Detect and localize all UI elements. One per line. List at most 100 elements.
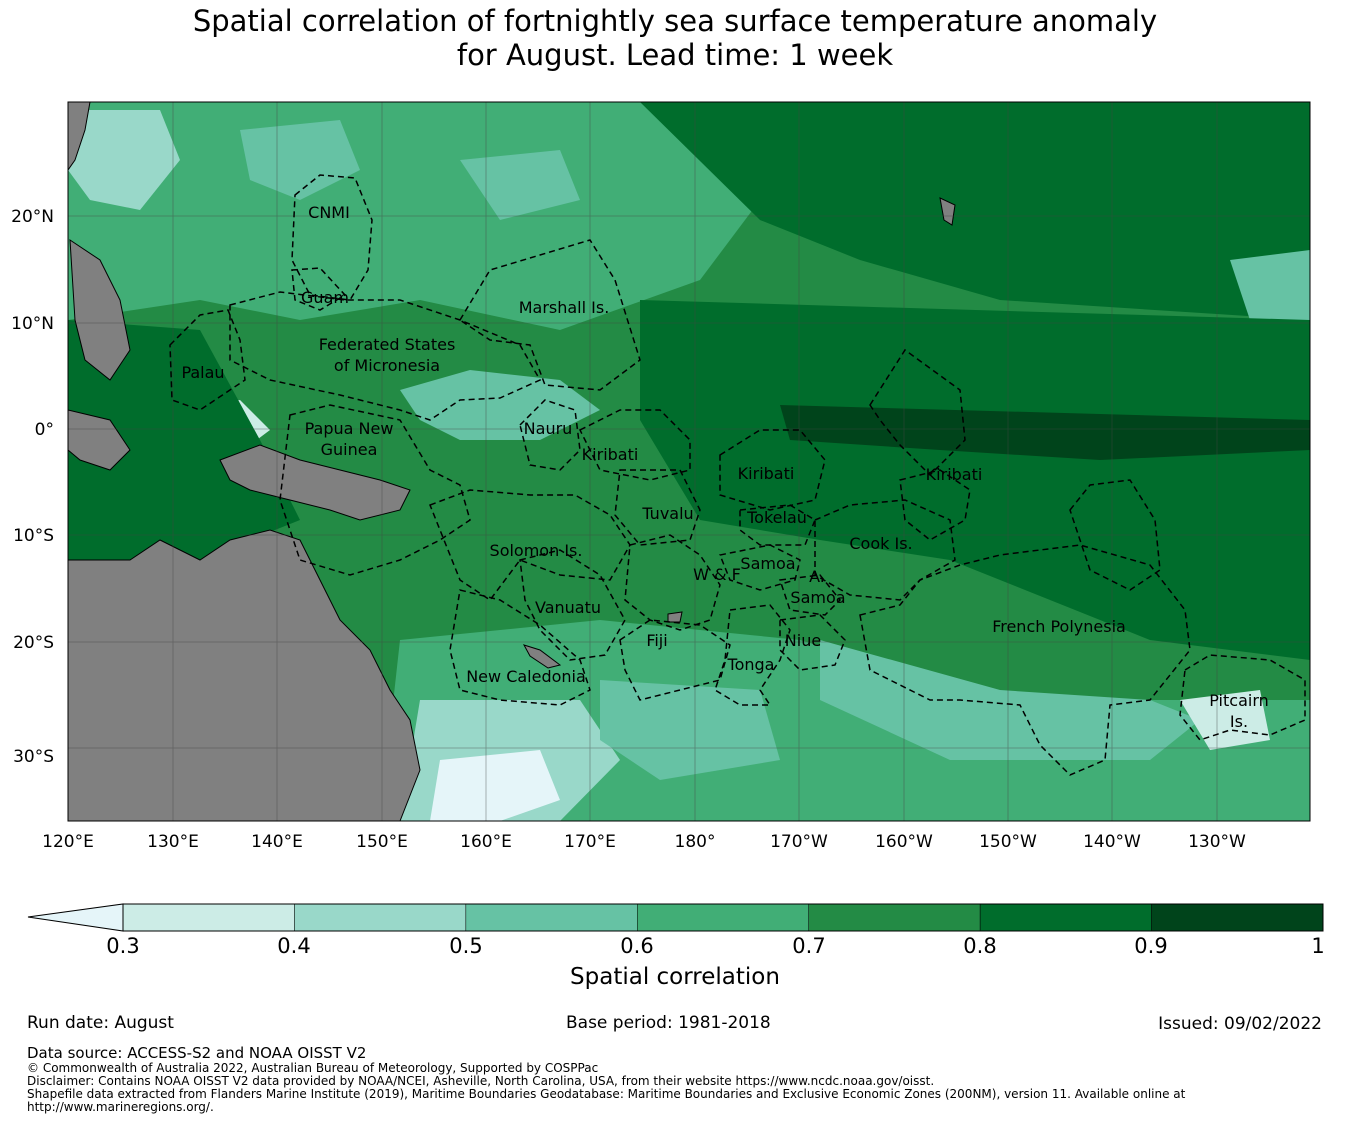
- label-american-samoa-line1: A.: [809, 567, 825, 586]
- eez-tuvalu: [614, 469, 701, 546]
- lon-label: 170°W: [770, 832, 828, 852]
- lon-label: 160°W: [875, 832, 933, 852]
- lat-label: 10°N: [11, 314, 54, 334]
- longitude-labels: 120°E 130°E 140°E 150°E 160°E 170°E 180°…: [42, 832, 1246, 852]
- label-fsm-line2: of Micronesia: [334, 356, 440, 375]
- eez-boundaries: [169, 174, 1306, 776]
- colorbar-extend-triangle: [27, 903, 124, 932]
- map-title-line2: for August. Lead time: 1 week: [456, 38, 894, 72]
- lon-label: 130°E: [147, 832, 199, 852]
- ocean-patch-pitcairn-light: [1180, 690, 1270, 750]
- disclaimer: Disclaimer: Contains NOAA OISST V2 data …: [27, 1074, 935, 1088]
- eez-png: [279, 404, 471, 576]
- label-solomon: Solomon Is.: [490, 541, 583, 560]
- label-niue: Niue: [785, 631, 821, 650]
- label-marshall: Marshall Is.: [519, 298, 610, 317]
- eez-cook: [814, 499, 956, 601]
- latitude-labels: 20°N 10°N 0° 10°S 20°S 30°S: [11, 207, 54, 767]
- label-kiribati-line: Kiribati: [926, 465, 983, 484]
- colorbar-tick: 1: [1311, 934, 1325, 958]
- ocean-patch-light-marshall: [460, 150, 580, 220]
- colorbar-segment: [465, 903, 638, 932]
- colorbar: [27, 903, 1324, 932]
- colorbar-tick: 0.9: [1134, 934, 1168, 958]
- label-samoa: Samoa: [740, 554, 795, 573]
- ocean-patch-south-light: [820, 640, 1200, 760]
- lon-label: 120°E: [42, 832, 94, 852]
- lon-label: 180°: [675, 832, 716, 852]
- eez-guam: [291, 267, 347, 311]
- eez-cnmi: [291, 174, 373, 301]
- ocean-patch-light-nw: [68, 110, 180, 210]
- indonesia-landmass: [68, 409, 131, 471]
- label-kiribati-phoenix: Kiribati: [738, 464, 795, 483]
- colorbar-tick: 0.7: [792, 934, 826, 958]
- eez-marshall: [458, 239, 641, 391]
- lat-label: 20°S: [13, 633, 54, 653]
- colorbar-tick: 0.8: [963, 934, 997, 958]
- colorbar-segment: [1151, 903, 1324, 932]
- ocean-patch-south: [380, 620, 1310, 821]
- label-guam: Guam: [301, 288, 349, 307]
- fiji-landmass: [667, 611, 683, 623]
- colorbar-segment: [808, 903, 981, 932]
- copyright-notice: © Commonwealth of Australia 2022, Austra…: [27, 1061, 599, 1075]
- label-tokelau: Tokelau: [746, 508, 807, 527]
- label-tuvalu: Tuvalu: [641, 504, 693, 523]
- eez-wallis-futuna: [624, 534, 721, 631]
- map-canvas: [68, 102, 1310, 821]
- map-title-line1: Spatial correlation of fortnightly sea s…: [192, 4, 1158, 38]
- correlation-map: CNMI Guam Marshall Is. Federated States …: [11, 101, 1324, 932]
- data-source: Data source: ACCESS-S2 and NOAA OISST V2: [27, 1044, 367, 1062]
- colorbar-tick: 0.6: [620, 934, 654, 958]
- lat-label: 20°N: [11, 207, 54, 227]
- eez-nauru: [519, 399, 581, 471]
- label-vanuatu: Vanuatu: [535, 598, 601, 617]
- lon-label: 150°W: [979, 832, 1037, 852]
- colorbar-segment: [122, 903, 295, 932]
- eez-kiribati-line-south: [899, 469, 971, 541]
- label-fsm-line1: Federated States: [319, 335, 456, 354]
- colorbar-segment: [979, 903, 1152, 932]
- colorbar-label: Spatial correlation: [570, 964, 780, 990]
- label-png-line1: Papua New: [305, 419, 394, 438]
- asia-landmass: [68, 102, 91, 171]
- label-pitcairn-line1: Pitcairn: [1209, 691, 1269, 710]
- label-palau: Palau: [181, 363, 224, 382]
- lat-label: 30°S: [13, 747, 54, 767]
- eez-tonga: [714, 604, 791, 706]
- lon-label: 170°E: [564, 832, 616, 852]
- ocean-patch-west-dark: [68, 320, 300, 560]
- lon-label: 150°E: [356, 832, 408, 852]
- label-wallis-futuna: W & F: [693, 565, 741, 584]
- map-frame: [67, 101, 1311, 822]
- eez-marquesas: [1069, 479, 1161, 591]
- label-cnmi: CNMI: [308, 203, 350, 222]
- ocean-patch-fiji-south: [600, 680, 780, 780]
- eez-kiribati-phoenix: [719, 429, 826, 511]
- eez-new-caledonia: [449, 589, 591, 706]
- colorbar-tick: 0.5: [449, 934, 483, 958]
- label-new-caledonia: New Caledonia: [466, 667, 586, 686]
- eez-fiji: [619, 619, 731, 701]
- new-guinea-landmass: [219, 444, 411, 521]
- lon-label: 160°E: [460, 832, 512, 852]
- eez-fsm: [229, 291, 542, 421]
- lat-label: 0°: [35, 420, 54, 440]
- ocean-patch-nauru: [400, 370, 600, 440]
- eez-vanuatu: [519, 549, 626, 661]
- label-fiji: Fiji: [646, 631, 667, 650]
- eez-kiribati-line-north: [869, 348, 966, 477]
- eez-pitcairn: [1179, 654, 1306, 741]
- shapefile-credit: Shapefile data extracted from Flanders M…: [27, 1087, 1186, 1114]
- eez-samoa: [718, 544, 801, 591]
- map-gridlines: [68, 102, 1310, 821]
- lon-label: 130°W: [1188, 832, 1246, 852]
- colorbar-tick: 0.4: [277, 934, 311, 958]
- label-png-line2: Guinea: [321, 440, 378, 459]
- hawaii-landmass: [939, 197, 956, 226]
- ocean-patch-tasman-lightest: [430, 750, 560, 821]
- label-tonga: Tonga: [727, 655, 775, 674]
- label-kiribati-gilbert: Kiribati: [582, 445, 639, 464]
- eez-palau: [169, 309, 246, 411]
